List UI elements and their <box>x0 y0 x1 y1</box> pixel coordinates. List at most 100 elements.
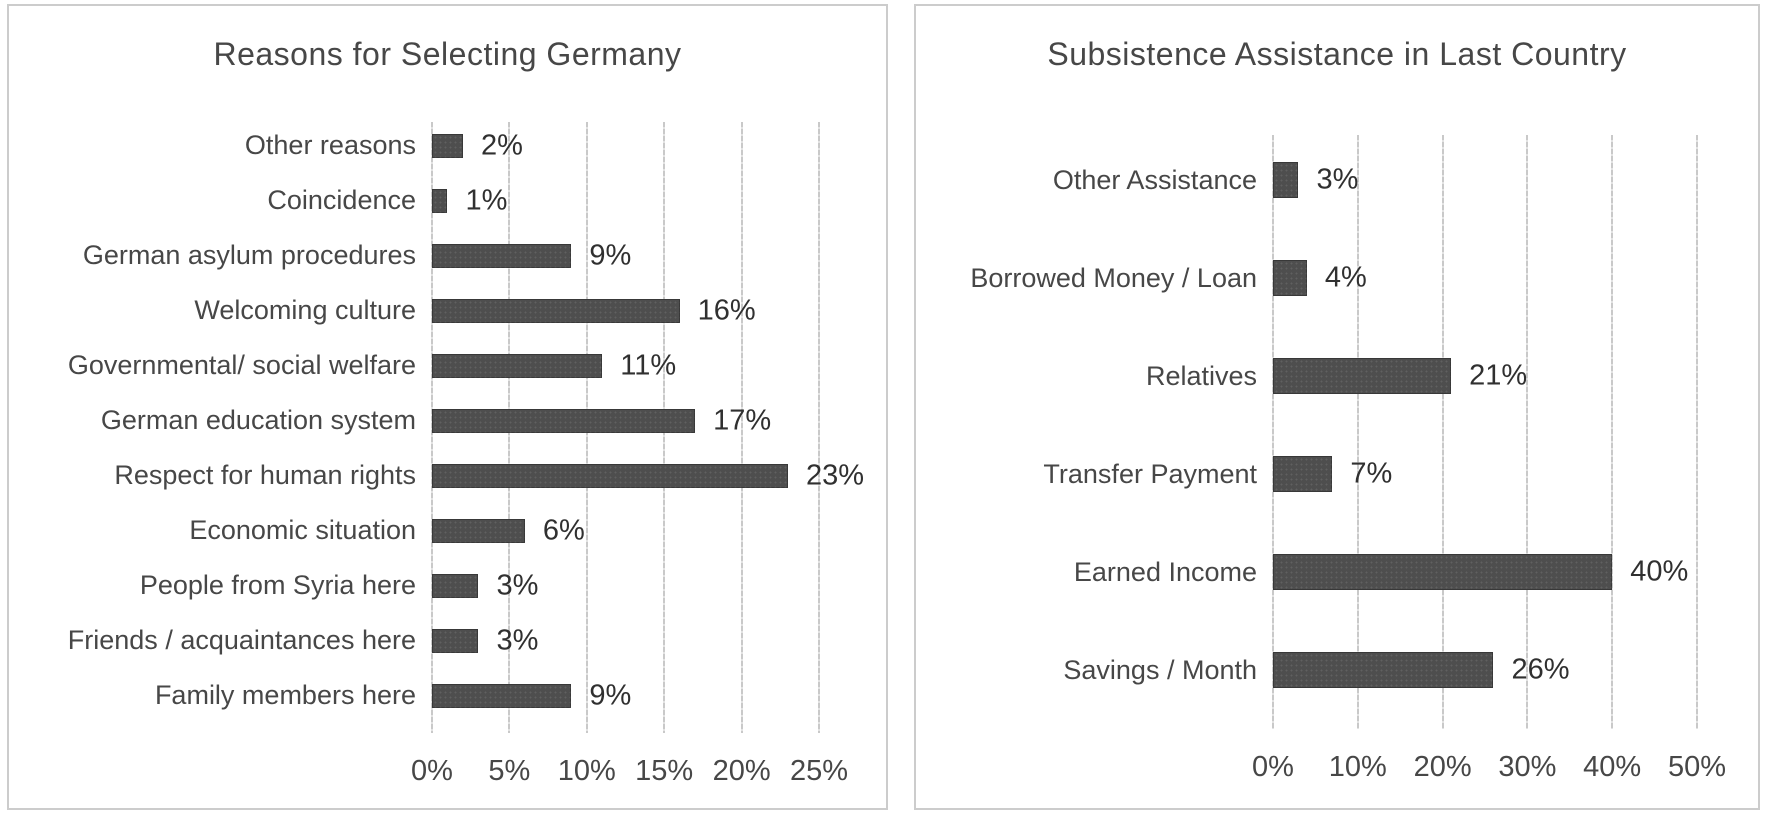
x-tick-label: 5% <box>488 755 531 787</box>
bar <box>432 683 572 708</box>
x-tick-label: 30% <box>1498 751 1557 783</box>
value-label: 16% <box>697 294 756 326</box>
bar-track: 3% <box>1273 131 1697 229</box>
bar-track: 9% <box>432 228 819 283</box>
bar-track: 23% <box>432 448 864 503</box>
bar-track: 11% <box>432 338 819 393</box>
value-label: 1% <box>465 184 508 216</box>
bar-track: 26% <box>1273 621 1697 719</box>
x-axis: 0% 10% 20% 30% 40% 50% <box>1252 745 1726 789</box>
chart-panel-reasons: Reasons for Selecting Germany Other reas… <box>7 4 888 810</box>
bar-track: 6% <box>432 503 819 558</box>
gridline <box>1611 135 1614 729</box>
category-label: Economic situation <box>189 515 416 545</box>
bar-row: Economic situation 6% <box>9 503 886 558</box>
bar-row: Respect for human rights 23% <box>9 448 886 503</box>
category-label: German asylum procedures <box>82 240 416 270</box>
bar <box>1273 358 1452 394</box>
category-label: People from Syria here <box>139 570 416 600</box>
bar-row: Savings / Month 26% <box>916 621 1758 719</box>
bar-track: 21% <box>1273 327 1697 425</box>
x-tick-label: 40% <box>1583 751 1642 783</box>
bar-row: Earned Income 40% <box>916 523 1758 621</box>
x-tick-label: 50% <box>1667 751 1727 783</box>
bar <box>432 463 789 488</box>
x-tick-label: 15% <box>635 755 694 787</box>
bar-row: Friends / acquaintances here 3% <box>9 613 886 668</box>
category-label: Relatives <box>1145 360 1257 391</box>
value-label: 4% <box>1324 261 1367 294</box>
gridline <box>1356 135 1359 729</box>
chart-panel-subsistence: Subsistence Assistance in Last Country O… <box>914 4 1760 810</box>
category-label: Friends / acquaintances here <box>67 625 416 655</box>
category-label: Coincidence <box>267 185 416 215</box>
bar-track: 4% <box>1273 229 1697 327</box>
value-label: 11% <box>620 349 677 381</box>
bar-chart-subsistence: Other Assistance 3% Borrowed Money / Loan 4… <box>916 131 1758 783</box>
category-label: Borrowed Money / Loan <box>970 262 1257 293</box>
bar-track: 9% <box>432 668 819 723</box>
bar-track: 3% <box>432 558 819 613</box>
value-label: 6% <box>542 514 585 546</box>
bar <box>432 243 572 268</box>
x-tick-label: 20% <box>712 755 771 787</box>
value-label: 9% <box>589 679 632 711</box>
bar-row: People from Syria here 3% <box>9 558 886 613</box>
bar <box>432 188 448 213</box>
category-label: Earned Income <box>1073 556 1257 587</box>
x-tick-label: 0% <box>1252 751 1294 783</box>
category-label: Welcoming culture <box>194 295 416 325</box>
value-label: 2% <box>480 129 523 161</box>
gridlines <box>1272 135 1698 729</box>
bar-row: Welcoming culture 16% <box>9 283 886 338</box>
bar <box>432 353 603 378</box>
bar <box>432 573 479 598</box>
value-label: 9% <box>589 239 632 271</box>
bar-row: Other Assistance 3% <box>916 131 1758 229</box>
value-label: 3% <box>496 624 539 656</box>
value-label: 7% <box>1350 457 1393 490</box>
bar-track: 16% <box>432 283 819 338</box>
bar-rows: Other Assistance 3% Borrowed Money / Loan 4… <box>916 131 1758 719</box>
x-axis: 0% 5% 10% 15% 20% 25% <box>411 749 848 793</box>
bar-rows: Other reasons 2% Coincidence 1% German asylu… <box>9 118 886 723</box>
bar-track: 40% <box>1273 523 1697 621</box>
value-label: 40% <box>1630 555 1689 588</box>
category-label: Savings / Month <box>1063 654 1257 685</box>
category-label: Governmental/ social welfare <box>67 350 416 380</box>
gridline <box>1441 135 1444 729</box>
gridline <box>818 122 820 733</box>
value-label: 26% <box>1511 653 1570 686</box>
value-label: 23% <box>806 459 865 491</box>
bar-row: Transfer Payment 7% <box>916 425 1758 523</box>
x-tick-label: 0% <box>411 755 453 787</box>
category-label: Family members here <box>154 680 416 710</box>
bar-row: Relatives 21% <box>916 327 1758 425</box>
category-label: Respect for human rights <box>114 460 416 490</box>
bar-row: German education system 17% <box>9 393 886 448</box>
category-label: Other reasons <box>244 130 416 160</box>
bar-track: 1% <box>432 173 819 228</box>
x-tick-label: 10% <box>1328 751 1387 783</box>
bar-row: German asylum procedures 9% <box>9 228 886 283</box>
bar <box>1273 554 1613 590</box>
bar-row: Borrowed Money / Loan 4% <box>916 229 1758 327</box>
category-label: Other Assistance <box>1052 164 1257 195</box>
bar <box>1273 456 1333 492</box>
value-label: 3% <box>496 569 539 601</box>
bar-row: Family members here 9% <box>9 668 886 723</box>
bar <box>1273 162 1299 198</box>
bar-row: Governmental/ social welfare 11% <box>9 338 886 393</box>
bar-chart-reasons: Other reasons 2% Coincidence 1% German asylu… <box>9 118 886 787</box>
value-label: 3% <box>1316 163 1359 196</box>
bar-row: Other reasons 2% <box>9 118 886 173</box>
bar <box>1273 260 1307 296</box>
x-tick-label: 25% <box>789 755 849 787</box>
bar <box>1273 652 1494 688</box>
category-label: German education system <box>100 405 416 435</box>
bar <box>432 133 463 158</box>
x-tick-label: 10% <box>557 755 616 787</box>
bar <box>432 298 680 323</box>
category-label: Transfer Payment <box>1043 458 1257 489</box>
